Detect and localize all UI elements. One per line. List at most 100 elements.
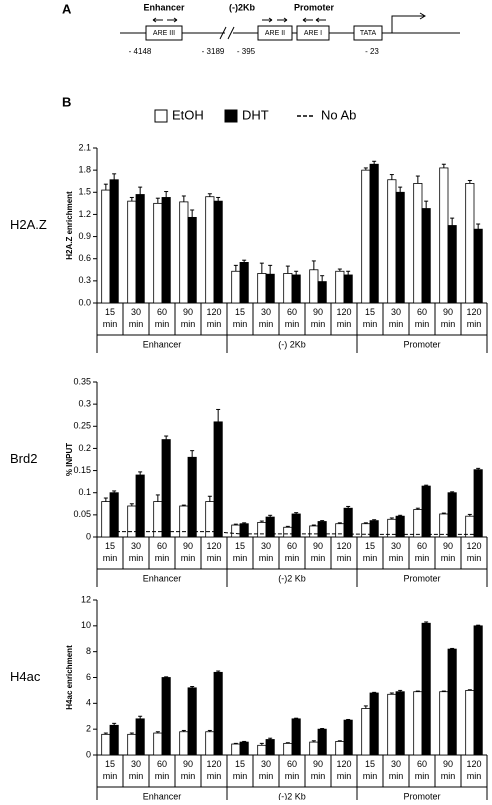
box (296, 25, 330, 41)
row-label: H4ac (10, 669, 41, 684)
bar (413, 183, 423, 304)
bar (421, 485, 431, 538)
bar (135, 194, 145, 304)
primer-arrows (302, 17, 326, 23)
x-tick-label: 15 min (103, 541, 118, 563)
bar (387, 693, 397, 756)
panel-a (120, 12, 460, 41)
y-tick-label: 12 (81, 594, 91, 604)
primer-arrows (262, 17, 288, 23)
bar (309, 525, 319, 538)
bar (239, 262, 249, 304)
x-tick-label: 60 min (285, 307, 300, 329)
bar (413, 691, 423, 756)
legend-label: No Ab (321, 107, 356, 122)
bar (395, 691, 405, 756)
no-ab-line (110, 531, 474, 535)
group-label: Promoter (403, 573, 440, 583)
bar (473, 469, 483, 538)
x-tick-label: 15 min (363, 759, 378, 781)
bar (309, 269, 319, 304)
bar (291, 513, 301, 538)
bar (309, 741, 319, 756)
x-tick-label: 30 min (129, 759, 144, 781)
x-tick-label: 60 min (285, 759, 300, 781)
x-tick-label: 90 min (311, 541, 326, 563)
x-tick-label: 15 min (233, 759, 248, 781)
bar (213, 671, 223, 756)
break-mark (227, 26, 235, 40)
y-tick-label: 0.35 (73, 376, 91, 386)
x-tick-label: 90 min (441, 759, 456, 781)
position-label: - 395 (237, 47, 256, 56)
bar (343, 719, 353, 756)
bar (335, 523, 345, 538)
x-tick-label: 60 min (415, 541, 430, 563)
x-tick-label: 60 min (155, 541, 170, 563)
bar (291, 274, 301, 304)
y-tick-label: 10 (81, 620, 91, 630)
group-label: (-)2 Kb (278, 791, 306, 800)
x-tick-label: 30 min (389, 541, 404, 563)
x-tick-label: 60 min (155, 307, 170, 329)
break-mark (219, 26, 227, 40)
y-tick-label: 2.1 (78, 142, 91, 152)
bar (257, 521, 267, 538)
bar (465, 690, 475, 756)
y-tick-label: 8 (86, 646, 91, 656)
bar (265, 273, 275, 304)
row-label: Brd2 (10, 451, 37, 466)
bar (465, 183, 475, 304)
bar (205, 196, 215, 304)
y-axis-label: H2A.Z enrichment (65, 191, 74, 260)
bar (179, 201, 189, 304)
bar (239, 741, 249, 756)
tss-arrow (419, 12, 426, 20)
bar (135, 474, 145, 538)
x-tick-label: 120 min (206, 307, 221, 329)
y-tick-label: 1.8 (78, 165, 91, 175)
bar (101, 501, 111, 538)
row-label: H2A.Z (10, 217, 47, 232)
x-tick-label: 90 min (181, 759, 196, 781)
x-tick-label: 60 min (415, 759, 430, 781)
y-tick-label: 0.3 (78, 399, 91, 409)
y-tick-label: 0 (86, 749, 91, 759)
group-label: Enhancer (143, 573, 182, 583)
y-tick-label: 0.05 (73, 509, 91, 519)
group-label: (-) 2Kb (278, 339, 306, 349)
x-tick-label: 30 min (389, 759, 404, 781)
bar (343, 274, 353, 304)
bar (317, 728, 327, 756)
bar (239, 523, 249, 538)
x-tick-label: 30 min (259, 759, 274, 781)
x-tick-label: 30 min (129, 541, 144, 563)
bar (109, 724, 119, 756)
bar (179, 731, 189, 756)
x-tick-label: 120 min (466, 307, 481, 329)
bar (161, 677, 171, 756)
bar (179, 505, 189, 538)
y-tick-label: 6 (86, 672, 91, 682)
bar (421, 208, 431, 304)
y-axis-label: % INPUT (65, 443, 74, 476)
region-label: Promoter (294, 2, 335, 12)
bar (343, 507, 353, 538)
y-tick-label: 0.3 (78, 275, 91, 285)
bar (291, 718, 301, 756)
bar (361, 523, 371, 538)
bar (361, 169, 371, 304)
bar (109, 492, 119, 538)
bar (369, 520, 379, 538)
position-label: - 4148 (129, 47, 152, 56)
bar (369, 692, 379, 756)
bar (335, 741, 345, 756)
tss-arrow (391, 15, 425, 33)
bar (361, 708, 371, 756)
bar (317, 521, 327, 538)
box (257, 25, 293, 41)
box-label: ARE I (304, 30, 322, 37)
bar (317, 281, 327, 304)
bar (439, 513, 449, 538)
